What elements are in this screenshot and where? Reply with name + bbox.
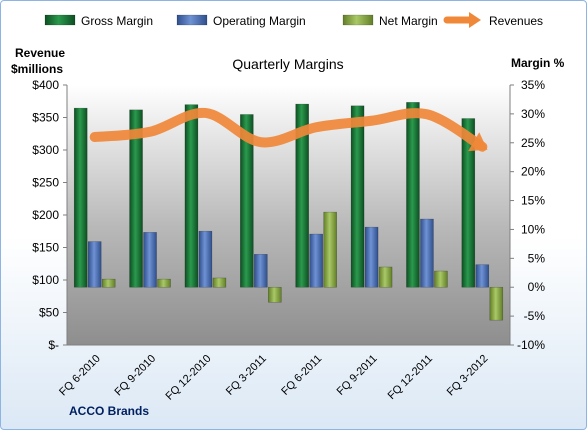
legend-swatch bbox=[176, 14, 208, 26]
bar-operating-margin bbox=[254, 254, 268, 288]
y-left-tick-label: $400 bbox=[32, 78, 59, 92]
legend: Gross Margin Operating Margin Net Margin Re… bbox=[44, 12, 543, 28]
bar-operating-margin bbox=[475, 264, 490, 288]
bar-gross-margin bbox=[295, 103, 309, 288]
y-right-tick-label: 35% bbox=[521, 78, 545, 92]
y-left-tick-label: $250 bbox=[32, 176, 59, 190]
bars bbox=[73, 102, 504, 321]
bar-gross-margin bbox=[73, 107, 88, 288]
bar-net-margin bbox=[157, 278, 171, 288]
legend-swatch bbox=[342, 14, 374, 26]
bar-net-margin bbox=[212, 277, 227, 288]
bar-net-margin bbox=[489, 286, 504, 321]
bar-operating-margin bbox=[309, 233, 323, 288]
x-tick-label: FQ 3-2011 bbox=[224, 353, 269, 398]
bar-net-margin bbox=[101, 278, 116, 288]
y-right-tick-label: -10% bbox=[517, 338, 545, 352]
x-tick-label: FQ 6-2011 bbox=[279, 353, 324, 398]
y-right-tick-label: 25% bbox=[521, 136, 545, 150]
y-left-tick-label: $300 bbox=[32, 143, 59, 157]
revenue-arrowhead bbox=[468, 132, 488, 152]
revenue-line bbox=[89, 107, 488, 152]
bar-gross-margin bbox=[129, 109, 143, 288]
legend-label: Operating Margin bbox=[213, 14, 306, 28]
legend-arrow-swatch bbox=[469, 12, 481, 28]
x-tick-label: FQ 9-2010 bbox=[113, 353, 159, 399]
bar-operating-margin bbox=[87, 241, 102, 288]
y-left-tick-label: $200 bbox=[32, 208, 59, 222]
bar-net-margin bbox=[323, 211, 337, 288]
y-right-tick-label: 20% bbox=[521, 165, 545, 179]
y-left-tick-label: $- bbox=[48, 338, 59, 352]
y-right-tick-label: -5% bbox=[524, 309, 546, 323]
x-tick-label: FQ 3-2012 bbox=[445, 353, 491, 399]
y-left-label-line2: $millions bbox=[11, 62, 63, 76]
x-tick-label: FQ 12-2010 bbox=[164, 353, 214, 403]
bar-net-margin bbox=[268, 286, 282, 303]
y-right-tick-label: 30% bbox=[521, 107, 545, 121]
bar-operating-margin bbox=[420, 218, 434, 288]
y-left-tick-label: $150 bbox=[32, 241, 59, 255]
y-right-tick-label: 5% bbox=[528, 251, 546, 265]
legend-label: Gross Margin bbox=[81, 14, 153, 28]
bar-net-margin bbox=[434, 270, 448, 288]
y-right-tick-label: 10% bbox=[521, 222, 545, 236]
footer-label: ACCO Brands bbox=[69, 404, 149, 418]
y-right-tick-label: 0% bbox=[528, 280, 546, 294]
legend-label: Net Margin bbox=[379, 14, 438, 28]
bar-operating-margin bbox=[364, 226, 379, 288]
bar-gross-margin bbox=[350, 105, 365, 288]
y-left-label-line1: Revenue bbox=[15, 46, 65, 60]
x-tick-label: FQ 9-2011 bbox=[335, 353, 380, 398]
bar-gross-margin bbox=[240, 114, 254, 288]
revenue-series bbox=[89, 107, 488, 152]
bar-gross-margin bbox=[461, 118, 476, 288]
legend-label: Revenues bbox=[489, 14, 543, 28]
y-left-tick-label: $350 bbox=[32, 111, 59, 125]
chart-title: Quarterly Margins bbox=[232, 56, 343, 72]
bar-operating-margin bbox=[143, 232, 157, 288]
x-tick-label: FQ 6-2010 bbox=[57, 353, 103, 399]
legend-swatch bbox=[44, 14, 76, 26]
y-right-label: Margin % bbox=[511, 56, 565, 70]
y-left-tick-label: $100 bbox=[32, 273, 59, 287]
bar-operating-margin bbox=[198, 230, 213, 288]
bar-gross-margin bbox=[184, 104, 199, 288]
bar-gross-margin bbox=[406, 102, 420, 288]
y-left-tick-label: $50 bbox=[39, 306, 59, 320]
x-tick-label: FQ 12-2011 bbox=[386, 353, 435, 402]
y-right-tick-label: 15% bbox=[521, 194, 545, 208]
bar-net-margin bbox=[378, 266, 393, 288]
